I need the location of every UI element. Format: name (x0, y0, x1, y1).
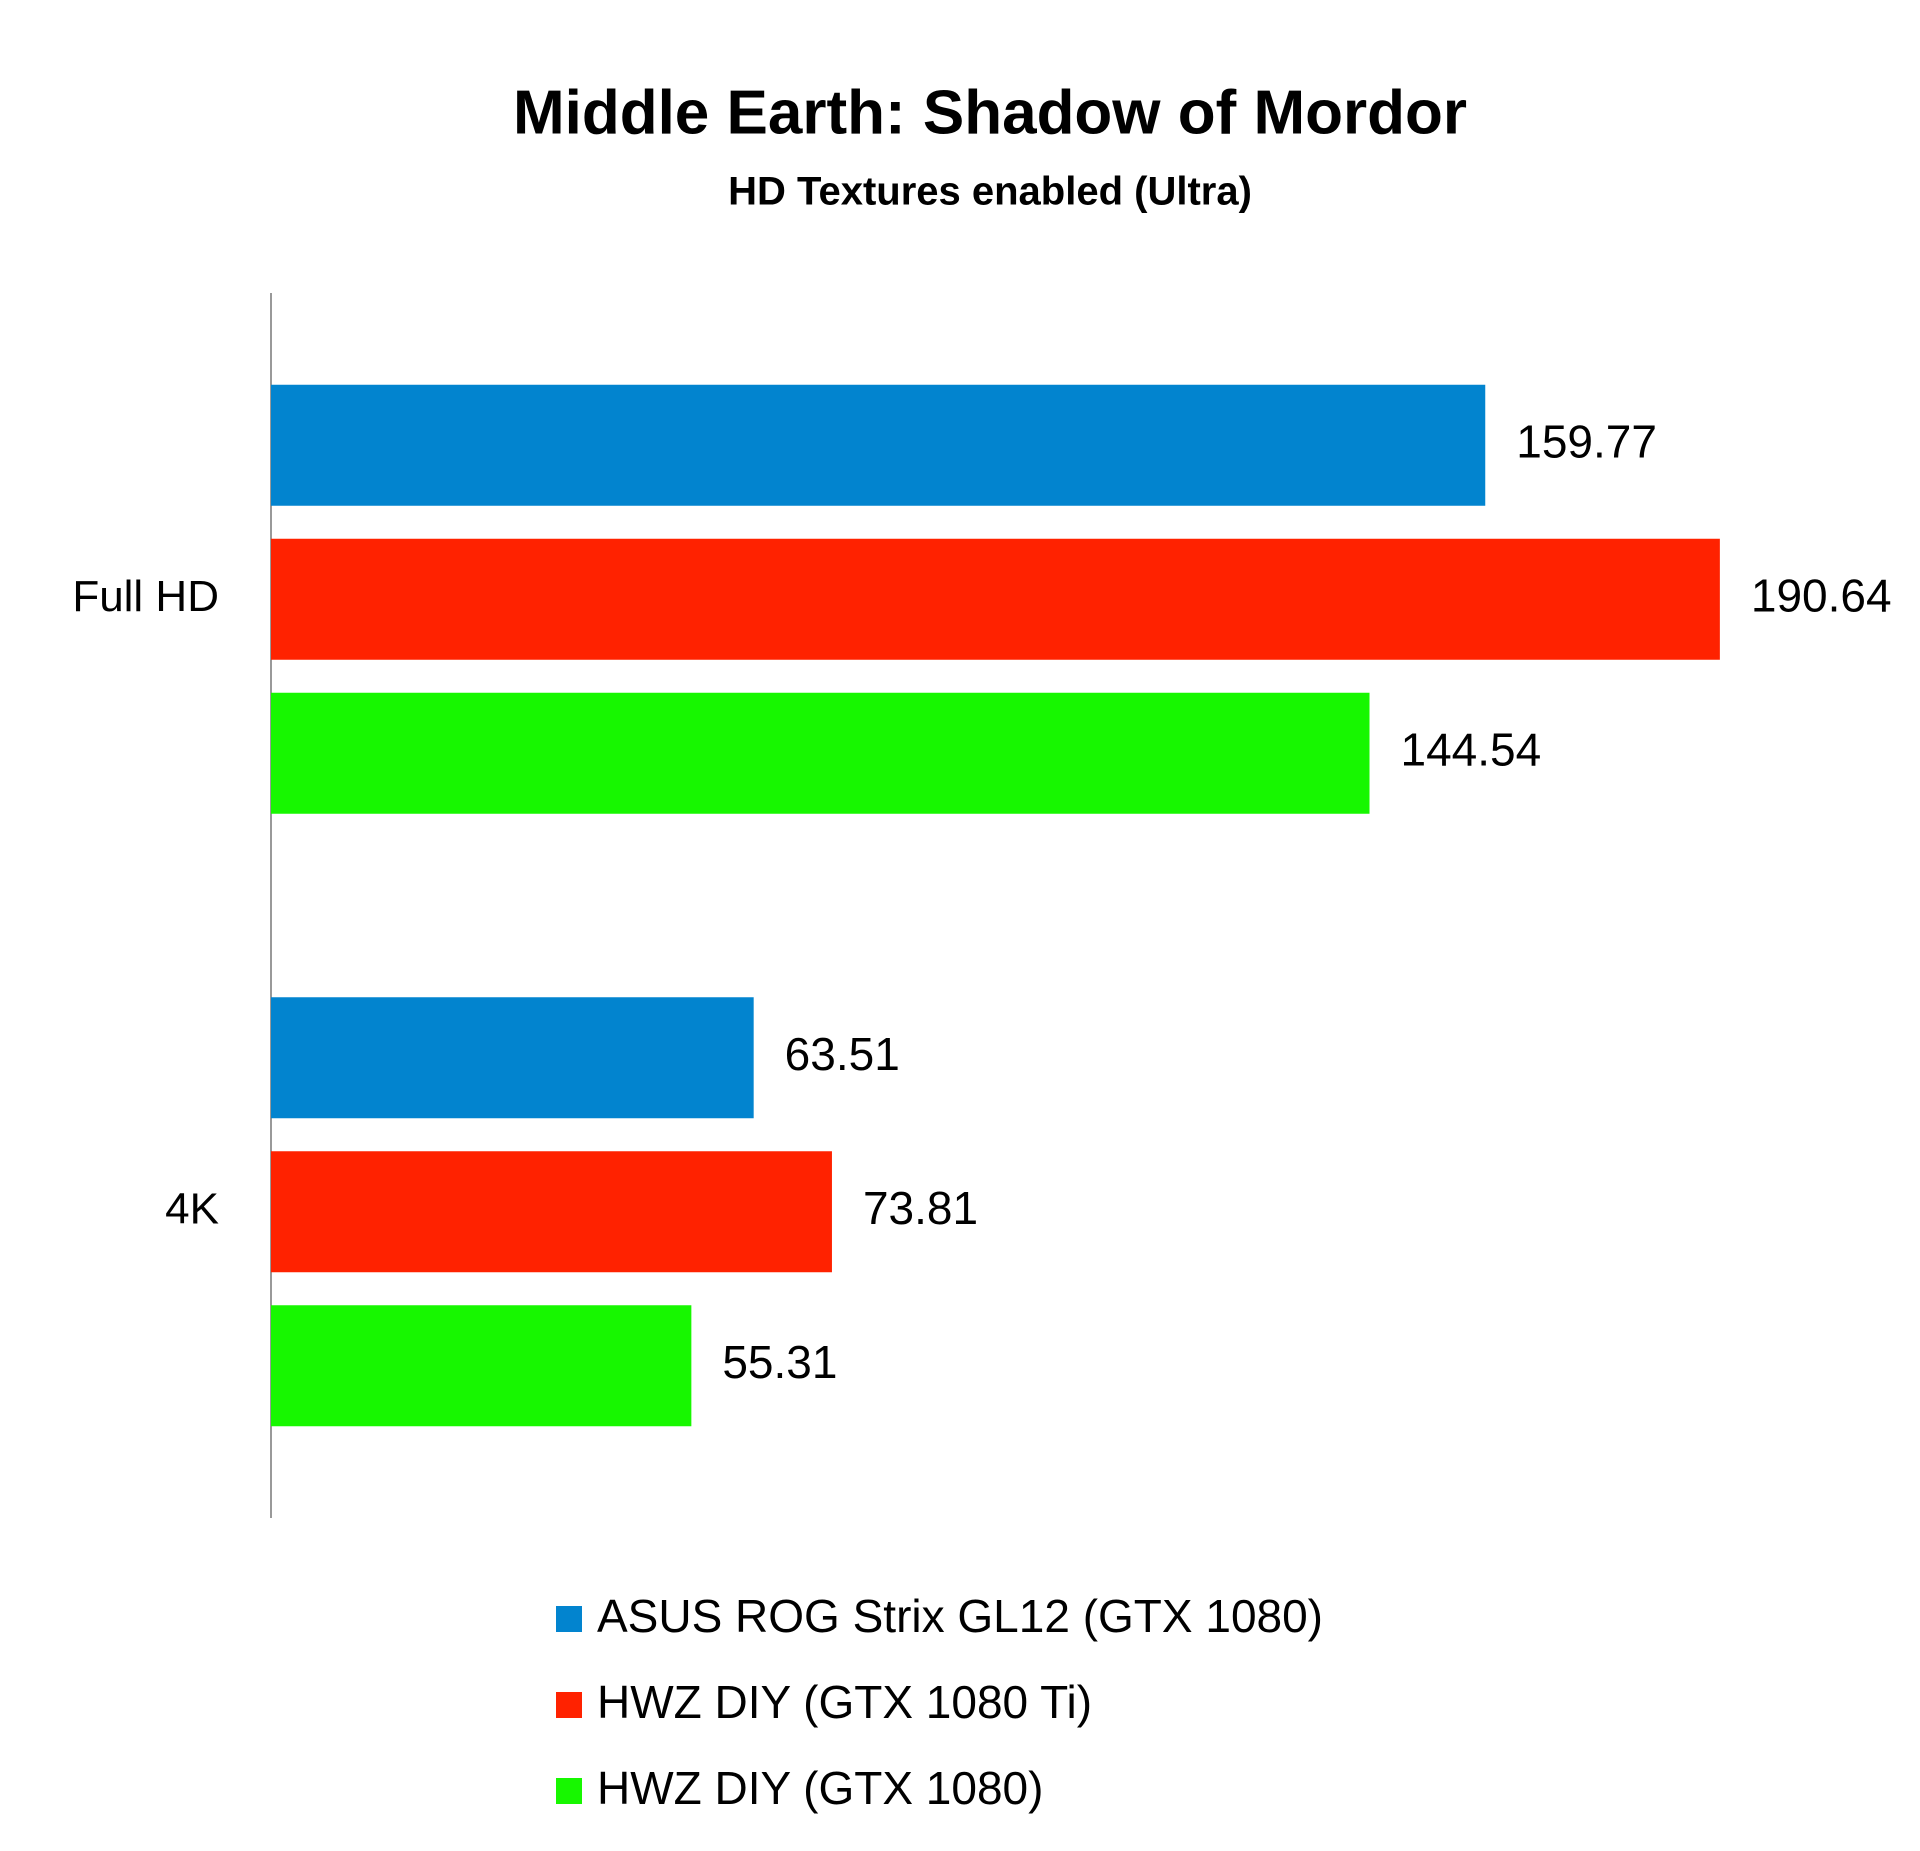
bar (271, 538, 1720, 660)
legend-label: HWZ DIY (GTX 1080 Ti) (597, 1676, 1092, 1728)
value-label: 190.64 (1751, 569, 1892, 621)
bar (271, 1151, 832, 1273)
value-label: 144.54 (1401, 723, 1542, 775)
chart-title: Middle Earth: Shadow of Mordor (513, 78, 1467, 147)
value-label: 55.31 (722, 1336, 837, 1388)
chart-subtitle: HD Textures enabled (Ultra) (728, 170, 1252, 214)
value-label: 63.51 (785, 1028, 900, 1080)
y-tick-label: Full HD (72, 572, 219, 621)
legend-label: HWZ DIY (GTX 1080) (597, 1762, 1043, 1814)
legend-swatch (556, 1606, 582, 1632)
legend-swatch (556, 1692, 582, 1718)
legend-swatch (556, 1778, 582, 1804)
bar (271, 692, 1370, 814)
bar (271, 997, 754, 1119)
value-label: 159.77 (1516, 415, 1657, 467)
y-tick-label: 4K (165, 1184, 219, 1233)
bar (271, 1305, 692, 1427)
value-label: 73.81 (863, 1182, 978, 1234)
legend-label: ASUS ROG Strix GL12 (GTX 1080) (597, 1590, 1323, 1642)
bar (271, 384, 1486, 506)
